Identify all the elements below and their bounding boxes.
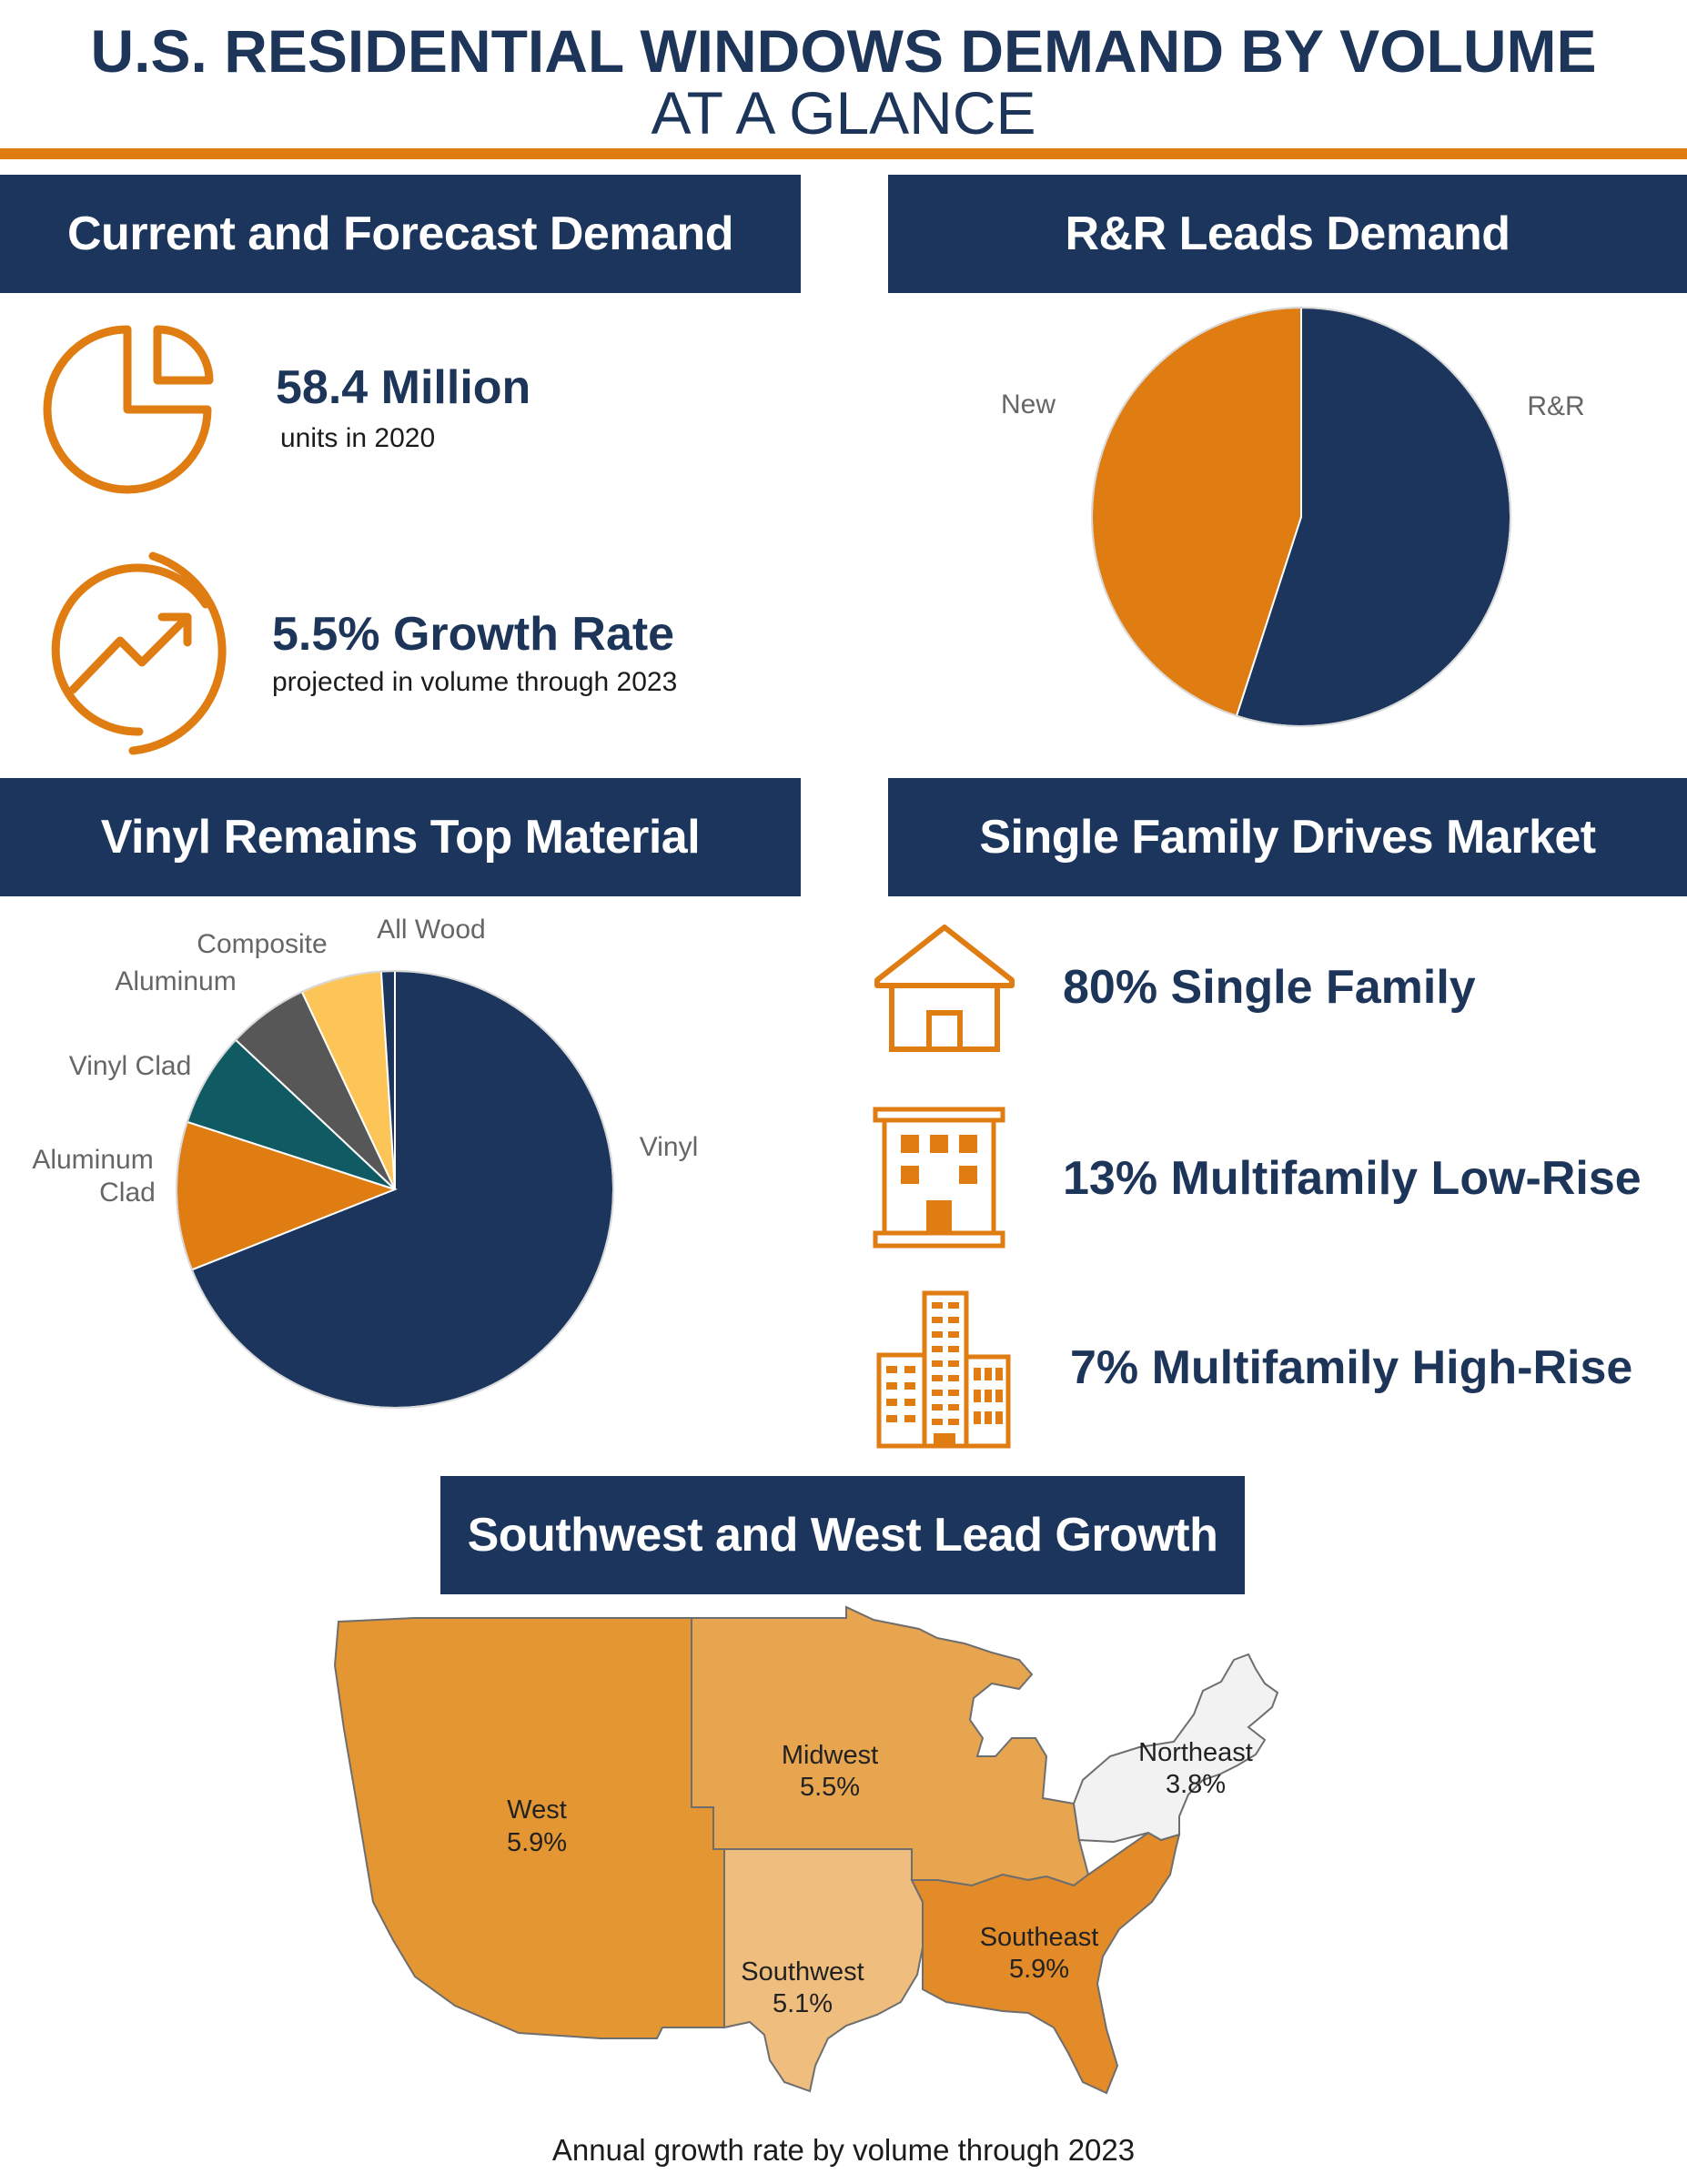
material-label-all-wood: All Wood	[377, 915, 486, 945]
region-label-midwest: Midwest	[782, 1741, 878, 1770]
rr-outline	[1091, 307, 1511, 727]
material-label-aluminum-clad-line1: Aluminum	[32, 1145, 153, 1175]
region-value-southeast: 5.9%	[1009, 1955, 1069, 1984]
low-rise-building-icon	[873, 1107, 1005, 1249]
header-divider	[0, 148, 1687, 159]
us-region-map: West 5.9% Midwest 5.5% Northeast 3.8% So…	[333, 1605, 1279, 2095]
region-label-southwest: Southwest	[741, 1957, 864, 1987]
region-southeast	[910, 1831, 1181, 2095]
growth-arrow-icon	[51, 551, 227, 755]
pie-chart-icon	[43, 325, 214, 494]
rr-label-rr: R&R	[1527, 391, 1584, 421]
materials-pie-chart: Vinyl Aluminum Clad Vinyl Clad Aluminum …	[32, 915, 698, 1409]
high-rise-stat: 7% Multifamily High-Rise	[1070, 1341, 1633, 1394]
material-label-aluminum-clad-line2: Clad	[99, 1178, 156, 1208]
rr-pie-chart: New R&R	[1001, 306, 1585, 727]
banner-single-family-text: Single Family Drives Market	[979, 811, 1596, 864]
single-family-stat: 80% Single Family	[1063, 961, 1476, 1014]
banner-single-family: Single Family Drives Market	[888, 778, 1687, 896]
material-label-vinyl: Vinyl	[640, 1132, 698, 1162]
region-northeast	[1072, 1653, 1279, 1844]
region-value-northeast: 3.8%	[1166, 1770, 1226, 1799]
map-caption: Annual growth rate by volume through 202…	[551, 2133, 1136, 2167]
banner-vinyl: Vinyl Remains Top Material	[0, 778, 801, 896]
region-label-northeast: Northeast	[1138, 1738, 1253, 1767]
banner-current-forecast-text: Current and Forecast Demand	[67, 207, 734, 260]
region-label-west: West	[507, 1795, 567, 1825]
banner-current-forecast: Current and Forecast Demand	[0, 175, 801, 293]
rr-label-new: New	[1001, 389, 1056, 420]
banner-rr-leads: R&R Leads Demand	[888, 175, 1687, 293]
region-value-midwest: 5.5%	[800, 1773, 860, 1802]
stat-growth-label: projected in volume through 2023	[272, 667, 678, 697]
banner-regions-text: Southwest and West Lead Growth	[467, 1509, 1218, 1562]
low-rise-stat: 13% Multifamily Low-Rise	[1063, 1152, 1642, 1205]
region-label-southeast: Southeast	[980, 1923, 1099, 1952]
high-rise-buildings-icon	[876, 1290, 1011, 1449]
banner-regions: Southwest and West Lead Growth	[440, 1476, 1245, 1594]
stat-units-label: units in 2020	[280, 423, 436, 453]
region-value-west: 5.9%	[507, 1828, 567, 1857]
stat-growth-value: 5.5% Growth Rate	[272, 608, 675, 661]
banner-rr-leads-text: R&R Leads Demand	[1065, 207, 1511, 260]
region-midwest	[691, 1605, 1090, 1887]
material-label-vinyl-clad: Vinyl Clad	[69, 1051, 192, 1081]
material-outline	[176, 970, 614, 1409]
stat-units-value: 58.4 Million	[276, 361, 531, 414]
material-label-composite: Composite	[197, 929, 327, 959]
banner-vinyl-text: Vinyl Remains Top Material	[100, 811, 701, 864]
page-subtitle: AT A GLANCE	[651, 79, 1036, 147]
page-title: U.S. RESIDENTIAL WINDOWS DEMAND BY VOLUM…	[90, 17, 1597, 85]
region-value-southwest: 5.1%	[773, 1989, 833, 2018]
house-icon	[874, 925, 1015, 1052]
material-label-aluminum: Aluminum	[115, 966, 236, 996]
